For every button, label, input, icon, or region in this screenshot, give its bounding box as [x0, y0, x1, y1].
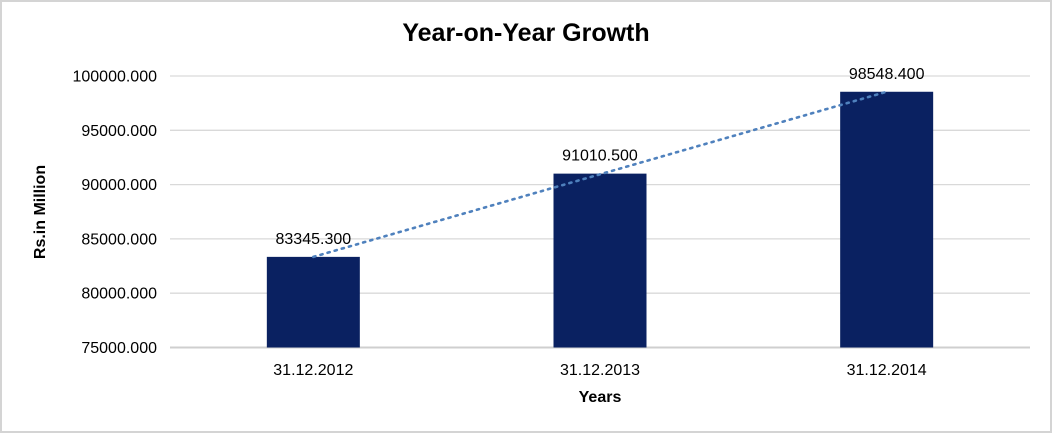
x-category-label: 31.12.2013 [560, 362, 640, 379]
x-axis-title: Years [578, 389, 622, 406]
y-tick-label: 100000.000 [72, 69, 157, 86]
bar [840, 91, 934, 348]
bar-data-label: 83345.300 [276, 231, 352, 248]
y-tick-label: 75000.000 [81, 340, 157, 357]
bar [553, 173, 647, 348]
y-tick-label: 85000.000 [81, 231, 157, 248]
trendline [312, 90, 888, 259]
bar [266, 256, 360, 348]
bar-data-label: 91010.500 [562, 148, 638, 165]
x-category-label: 31.12.2012 [273, 362, 353, 379]
x-category-label: 31.12.2014 [847, 362, 927, 379]
y-tick-label: 80000.000 [81, 286, 157, 303]
y-tick-label: 95000.000 [81, 123, 157, 140]
chart-title: Year-on-Year Growth [402, 19, 650, 47]
y-axis-title: Rs.in Million [32, 164, 49, 260]
y-tick-label: 90000.000 [81, 177, 157, 194]
bar-data-label: 98548.400 [849, 66, 925, 83]
